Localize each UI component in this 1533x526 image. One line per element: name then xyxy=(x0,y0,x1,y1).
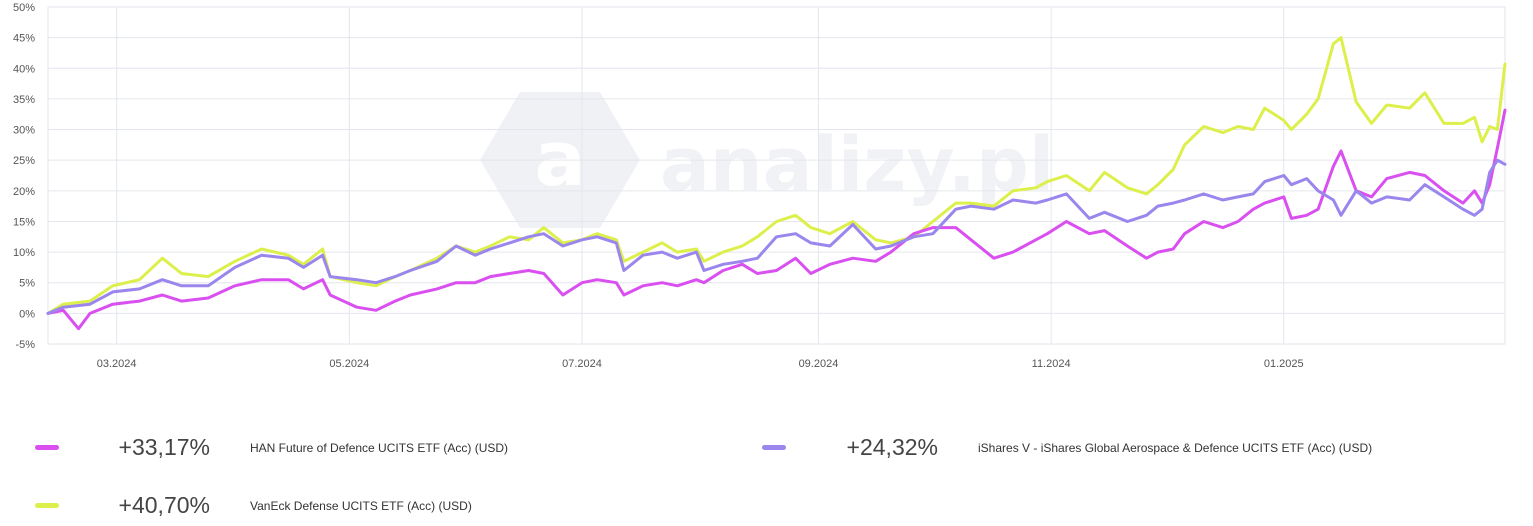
y-tick-label: -5% xyxy=(15,339,35,351)
line-chart: a analizy.pl -5% 0% 5% 10% 15% 20% 25% 30% 35% 40… xyxy=(13,2,1507,370)
x-tick-label: 01.2025 xyxy=(1264,358,1304,370)
legend-value-ishares: +24,32% xyxy=(846,434,938,460)
series-line-1 xyxy=(46,108,1507,331)
legend-value-han: +33,17% xyxy=(118,434,210,460)
series-lines xyxy=(46,36,1507,331)
legend-item-han[interactable]: +33,17% HAN Future of Defence UCITS ETF … xyxy=(0,428,700,468)
legend-swatch-han xyxy=(35,445,59,450)
series-line-2 xyxy=(46,158,1507,315)
chart-area: a analizy.pl -5% 0% 5% 10% 15% 20% 25% 30% 35% 40… xyxy=(13,2,1507,370)
x-tick-label: 11.2024 xyxy=(1032,358,1071,370)
legend-swatch-vaneck xyxy=(35,503,59,508)
y-tick-label: 15% xyxy=(13,216,35,228)
x-tick-label: 07.2024 xyxy=(562,358,602,370)
x-tick-label: 09.2024 xyxy=(799,358,839,370)
legend-item-ishares[interactable]: +24,32% iShares V - iShares Global Aeros… xyxy=(0,428,1533,468)
y-tick-label: 35% xyxy=(13,94,35,106)
x-axis: 03.2024 05.2024 07.2024 09.2024 11.2024 01.20… xyxy=(97,358,1304,370)
y-axis: -5% 0% 5% 10% 15% 20% 25% 30% 35% 40% 45% 50% xyxy=(13,2,35,351)
y-tick-label: 40% xyxy=(13,63,35,75)
series-line-0 xyxy=(46,36,1507,315)
watermark-text: analizy.pl xyxy=(660,122,1054,208)
y-tick-label: 0% xyxy=(19,308,35,320)
y-tick-label: 30% xyxy=(13,125,35,137)
legend-name-ishares: iShares V - iShares Global Aerospace & D… xyxy=(978,441,1373,455)
y-tick-label: 50% xyxy=(13,2,35,14)
legend-item-vaneck[interactable]: +40,70% VanEck Defense UCITS ETF (Acc) (… xyxy=(0,486,700,526)
y-tick-label: 5% xyxy=(19,278,35,290)
legend-name-han: HAN Future of Defence UCITS ETF (Acc) (U… xyxy=(250,441,509,455)
y-tick-label: 10% xyxy=(13,247,35,259)
svg-text:a: a xyxy=(534,114,585,203)
legend-value-vaneck: +40,70% xyxy=(118,492,210,518)
y-tick-label: 25% xyxy=(13,155,35,167)
legend-name-vaneck: VanEck Defense UCITS ETF (Acc) (USD) xyxy=(250,499,472,513)
legend: +33,17% HAN Future of Defence UCITS ETF … xyxy=(0,410,1533,526)
y-tick-label: 45% xyxy=(13,33,35,45)
legend-swatch-ishares xyxy=(762,445,786,450)
x-tick-label: 05.2024 xyxy=(329,358,369,370)
y-tick-label: 20% xyxy=(13,186,35,198)
x-tick-label: 03.2024 xyxy=(97,358,137,370)
